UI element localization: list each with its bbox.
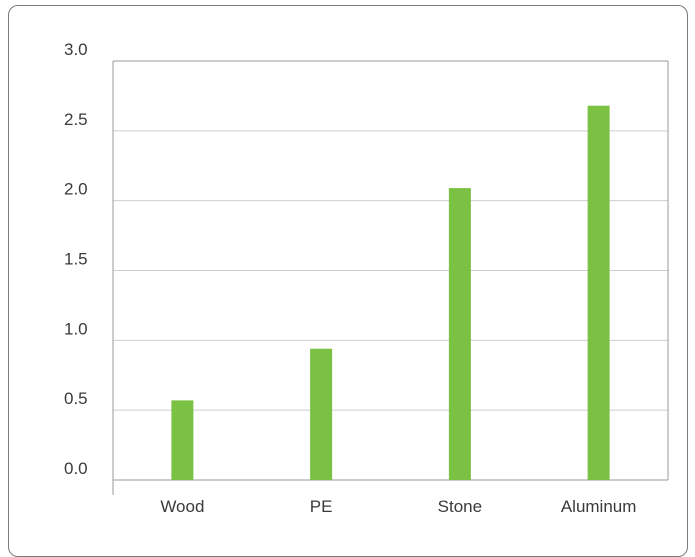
plot-border	[112, 60, 669, 495]
x-tick-label: Aluminum	[561, 497, 637, 516]
bars	[171, 105, 610, 481]
y-tick-label: 2.0	[64, 180, 88, 199]
y-axis-tick-labels: 0.0 0.5 1.0 1.5 2.0 2.5 3.0	[64, 40, 88, 478]
y-tick-label: 1.0	[64, 319, 88, 338]
y-tick-label: 3.0	[64, 40, 88, 59]
bar-stone	[448, 188, 471, 480]
gridlines	[113, 60, 668, 411]
bar-wood	[171, 400, 194, 480]
bar-aluminum	[587, 105, 610, 481]
y-tick-label: 0.0	[64, 459, 88, 478]
bar-chart: 0.0 0.5 1.0 1.5 2.0 2.5 3.0 Wood PE Stone Aluminu…	[64, 40, 669, 516]
y-tick-label: 1.5	[64, 250, 88, 269]
x-tick-label: Stone	[438, 497, 482, 516]
chart-frame	[8, 5, 688, 557]
x-tick-label: Wood	[160, 497, 204, 516]
x-tick-label: PE	[310, 497, 333, 516]
x-axis-tick-labels: Wood PE Stone Aluminum	[160, 497, 636, 516]
y-tick-label: 2.5	[64, 110, 88, 129]
bar-pe	[310, 348, 333, 480]
y-tick-label: 0.5	[64, 389, 88, 408]
